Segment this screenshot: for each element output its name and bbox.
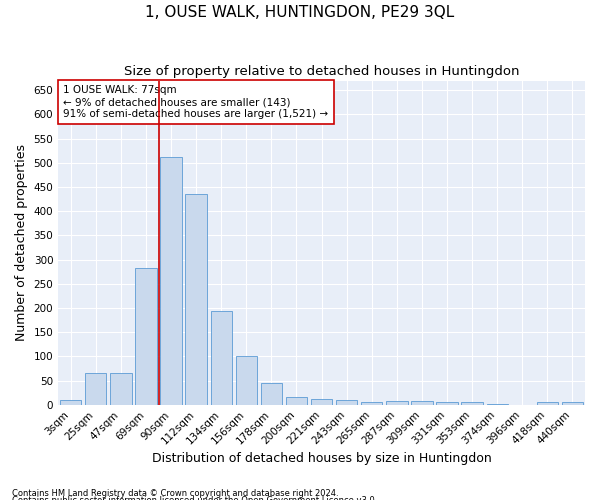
Bar	[261, 383, 282, 404]
Bar	[110, 374, 131, 404]
Bar	[286, 396, 307, 404]
Bar	[361, 402, 382, 404]
Bar	[311, 399, 332, 404]
Text: Contains public sector information licensed under the Open Government Licence v3: Contains public sector information licen…	[12, 496, 377, 500]
Bar	[562, 402, 583, 404]
Y-axis label: Number of detached properties: Number of detached properties	[15, 144, 28, 341]
Bar	[411, 402, 433, 404]
Bar	[185, 194, 207, 404]
Text: Contains HM Land Registry data © Crown copyright and database right 2024.: Contains HM Land Registry data © Crown c…	[12, 488, 338, 498]
Bar	[160, 156, 182, 404]
Text: 1, OUSE WALK, HUNTINGDON, PE29 3QL: 1, OUSE WALK, HUNTINGDON, PE29 3QL	[145, 5, 455, 20]
Bar	[461, 402, 483, 404]
Bar	[436, 402, 458, 404]
X-axis label: Distribution of detached houses by size in Huntingdon: Distribution of detached houses by size …	[152, 452, 491, 465]
Bar	[60, 400, 82, 404]
Bar	[386, 402, 407, 404]
Bar	[537, 402, 558, 404]
Bar	[136, 268, 157, 404]
Bar	[336, 400, 358, 404]
Bar	[85, 374, 106, 404]
Bar	[236, 356, 257, 405]
Bar	[211, 312, 232, 404]
Title: Size of property relative to detached houses in Huntingdon: Size of property relative to detached ho…	[124, 65, 520, 78]
Text: 1 OUSE WALK: 77sqm
← 9% of detached houses are smaller (143)
91% of semi-detache: 1 OUSE WALK: 77sqm ← 9% of detached hous…	[64, 86, 329, 118]
